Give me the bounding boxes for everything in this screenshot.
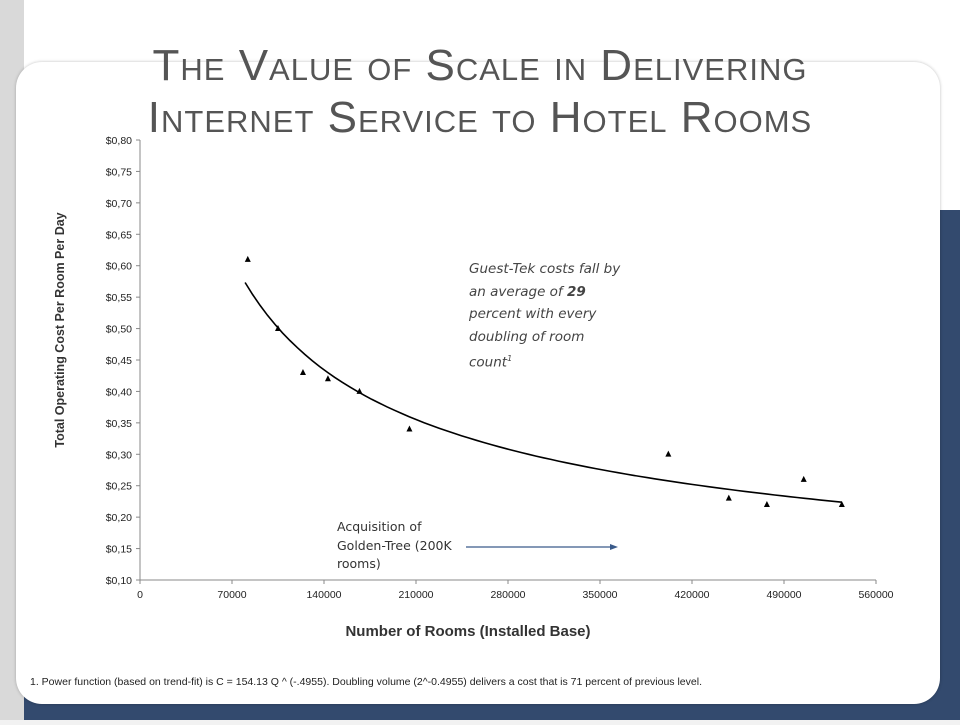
y-tick-label: $0,50 [106, 324, 132, 336]
slide-title: The Value of Scale in Delivering Interne… [0, 40, 960, 144]
annotation-prefix: Guest-Tek costs fall by an average of [469, 261, 621, 300]
data-point-marker [665, 450, 672, 457]
x-axis-label: Number of Rooms (Installed Base) [345, 623, 590, 640]
x-tick-label: 210000 [398, 589, 433, 601]
y-tick-label: $0,30 [106, 449, 132, 461]
x-tick-label: 0 [137, 589, 143, 601]
data-points [244, 255, 845, 507]
footnote: 1. Power function (based on trend-fit) i… [30, 676, 702, 688]
y-tick-label: $0,25 [106, 481, 132, 493]
y-axis-label: Total Operating Cost Per Room Per Day [53, 212, 67, 447]
annotation-footnote-ref: 1 [507, 354, 513, 363]
x-tick-label: 420000 [674, 589, 709, 601]
y-tick-label: $0,80 [106, 135, 132, 147]
y-tick-label: $0,35 [106, 418, 132, 430]
y-tick-label: $0,10 [106, 575, 132, 587]
content-card [16, 62, 940, 704]
x-tick-label: 280000 [490, 589, 525, 601]
trendline [244, 282, 842, 503]
cost-reduction-annotation: Guest-Tek costs fall by an average of 29… [469, 258, 629, 374]
data-point-marker [725, 494, 732, 501]
acquisition-arrow [466, 544, 618, 550]
x-tick-label: 70000 [217, 589, 246, 601]
data-point-marker [324, 375, 331, 382]
slide-title-line2: Internet Service to Hotel Rooms [147, 93, 813, 142]
y-tick-label: $0,60 [106, 261, 132, 273]
data-point-marker [244, 255, 251, 262]
y-tick-label: $0,55 [106, 292, 132, 304]
y-tick-label: $0,75 [106, 166, 132, 178]
y-tick-label: $0,45 [106, 355, 132, 367]
data-point-marker [838, 500, 845, 507]
x-tick-label: 560000 [858, 589, 893, 601]
x-tick-label: 140000 [306, 589, 341, 601]
y-tick-label: $0,40 [106, 386, 132, 398]
y-tick-label: $0,20 [106, 512, 132, 524]
slide-title-line1: The Value of Scale in Delivering [152, 41, 808, 90]
data-point-marker [299, 368, 306, 375]
acquisition-annotation: Acquisition of Golden-Tree (200K rooms) [337, 519, 452, 571]
y-tick-label: $0,15 [106, 544, 132, 556]
data-point-marker [800, 475, 807, 482]
data-point-marker [406, 425, 413, 432]
annotation-suffix: percent with every doubling of room coun… [469, 306, 597, 371]
x-tick-label: 490000 [766, 589, 801, 601]
y-axis-ticks: $0,10 $0,15 $0,20 $0,25 $0,30 $0,35 $0,40 $0,45… [106, 135, 140, 587]
annotation-percent: 29 [566, 283, 586, 300]
data-point-marker [275, 324, 281, 331]
data-point-marker [356, 387, 363, 394]
x-axis-ticks: 0 70000 140000 210000 280000 350000 420000 4900… [137, 580, 894, 601]
data-point-marker [763, 500, 770, 507]
y-tick-label: $0,70 [106, 198, 132, 210]
x-tick-label: 350000 [582, 589, 617, 601]
y-tick-label: $0,65 [106, 229, 132, 241]
